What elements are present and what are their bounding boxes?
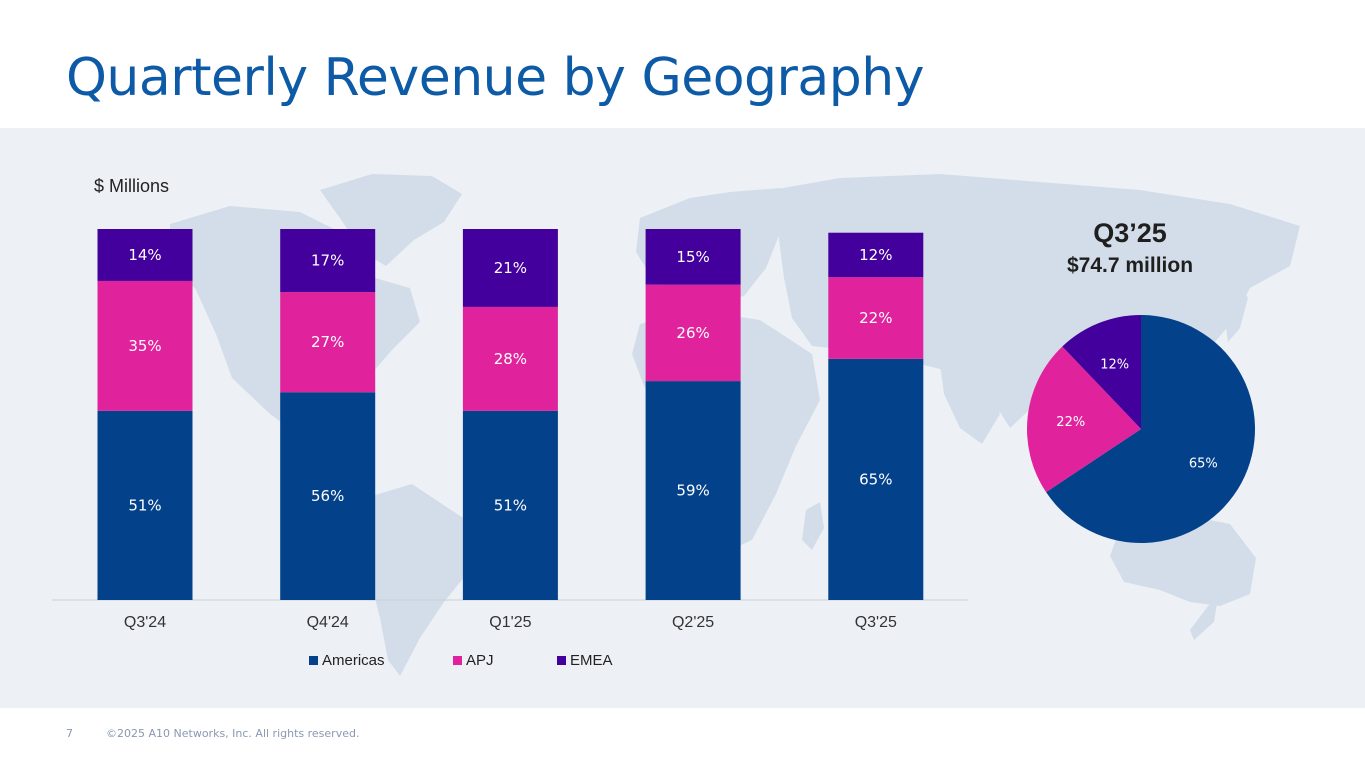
bar-segment-americas-q1-25: [462, 410, 558, 600]
map-south-america: [358, 484, 482, 676]
x-tick-label-q3-24: Q3'24: [124, 614, 166, 631]
pie-slice-americas: [1046, 315, 1255, 544]
content-band: 51% 35% 14% 56% 27% 17% 51% 28% 21% 59% 26% 15% 65% 2…: [0, 128, 1365, 708]
units-label: $ Millions: [94, 176, 170, 196]
legend-swatch-apj: [453, 656, 462, 665]
map-new-zealand: [1190, 598, 1218, 640]
bar-segment-apj-q3-24: [97, 280, 193, 411]
bar-label-emea-q3-24: 14%: [128, 246, 161, 264]
legend-item-americas: Americas: [309, 652, 385, 669]
bar-segment-apj-q2-25: [645, 284, 741, 382]
map-greenland: [320, 174, 462, 266]
bar-segment-americas-q3-25: [828, 358, 924, 600]
bar-segment-americas-q2-25: [645, 381, 741, 600]
bar-label-apj-q3-24: 35%: [128, 337, 161, 355]
bar-label-americas-q2-25: 59%: [676, 482, 709, 500]
bar-segment-emea-q2-25: [645, 229, 741, 285]
bar-label-americas-q3-25: 65%: [859, 470, 892, 488]
bar-label-emea-q2-25: 15%: [676, 248, 709, 266]
legend-swatch-emea: [557, 656, 566, 665]
stacked-bars: 51% 35% 14% 56% 27% 17% 51% 28% 21% 59% 26% 15% 65% 2…: [97, 229, 924, 600]
bar-label-emea-q1-25: 21%: [494, 259, 527, 277]
bar-segment-apj-q3-25: [828, 277, 924, 359]
legend-label-emea: EMEA: [570, 652, 613, 669]
x-tick-label-q1-25: Q1'25: [489, 614, 531, 631]
bar-segment-emea-q3-24: [97, 229, 193, 281]
map-india: [940, 364, 1000, 444]
pie-slice-emea: [1062, 315, 1141, 429]
bar-label-americas-q4-24: 56%: [311, 487, 344, 505]
bar-segment-americas-q4-24: [280, 392, 376, 600]
pie-chart: 65% 22% 12%: [1027, 315, 1255, 544]
bar-label-emea-q4-24: 17%: [311, 252, 344, 270]
map-japan: [1224, 278, 1248, 342]
bar-label-emea-q3-25: 12%: [859, 246, 892, 264]
bar-label-apj-q4-24: 27%: [311, 333, 344, 351]
revenue-chart: 51% 35% 14% 56% 27% 17% 51% 28% 21% 59% 26% 15% 65% 2…: [52, 229, 1255, 631]
bar-label-americas-q1-25: 51%: [494, 496, 527, 514]
pie-label-americas: 65%: [1189, 456, 1218, 471]
footer-copyright: ©2025 A10 Networks, Inc. All rights rese…: [106, 727, 360, 740]
bar-segment-apj-q1-25: [462, 306, 558, 411]
footer-page-number: 7: [66, 727, 73, 740]
legend-item-emea: EMEA: [557, 652, 613, 669]
legend-label-apj: APJ: [466, 652, 494, 669]
legend-swatch-americas: [309, 656, 318, 665]
bar-label-apj-q2-25: 26%: [676, 324, 709, 342]
page-title: Quarterly Revenue by Geography: [66, 48, 925, 108]
bar-label-apj-q1-25: 28%: [494, 350, 527, 368]
bar-label-americas-q3-24: 51%: [128, 496, 161, 514]
bar-segment-emea-q4-24: [280, 229, 376, 293]
bar-segment-apj-q4-24: [280, 292, 376, 393]
bar-segment-americas-q3-24: [97, 410, 193, 600]
pie-subtitle: $74.7 million: [1066, 254, 1194, 277]
pie-title: Q3’25: [1093, 218, 1167, 248]
bar-segment-emea-q3-25: [828, 232, 924, 278]
pie-label-emea: 12%: [1100, 357, 1129, 372]
legend-label-americas: Americas: [322, 652, 385, 669]
bar-label-apj-q3-25: 22%: [859, 309, 892, 327]
x-axis-ticks: Q3'24 Q4'24 Q1'25 Q2'25 Q3'25: [124, 614, 897, 631]
map-madagascar: [802, 502, 824, 550]
pie-label-apj: 22%: [1056, 415, 1085, 430]
legend-item-apj: APJ: [453, 652, 494, 669]
pie-slice-apj: [1027, 346, 1141, 493]
x-tick-label-q3-25: Q3'25: [855, 614, 897, 631]
bar-segment-emea-q1-25: [462, 229, 558, 307]
x-tick-label-q2-25: Q2'25: [672, 614, 714, 631]
x-tick-label-q4-24: Q4'24: [307, 614, 349, 631]
